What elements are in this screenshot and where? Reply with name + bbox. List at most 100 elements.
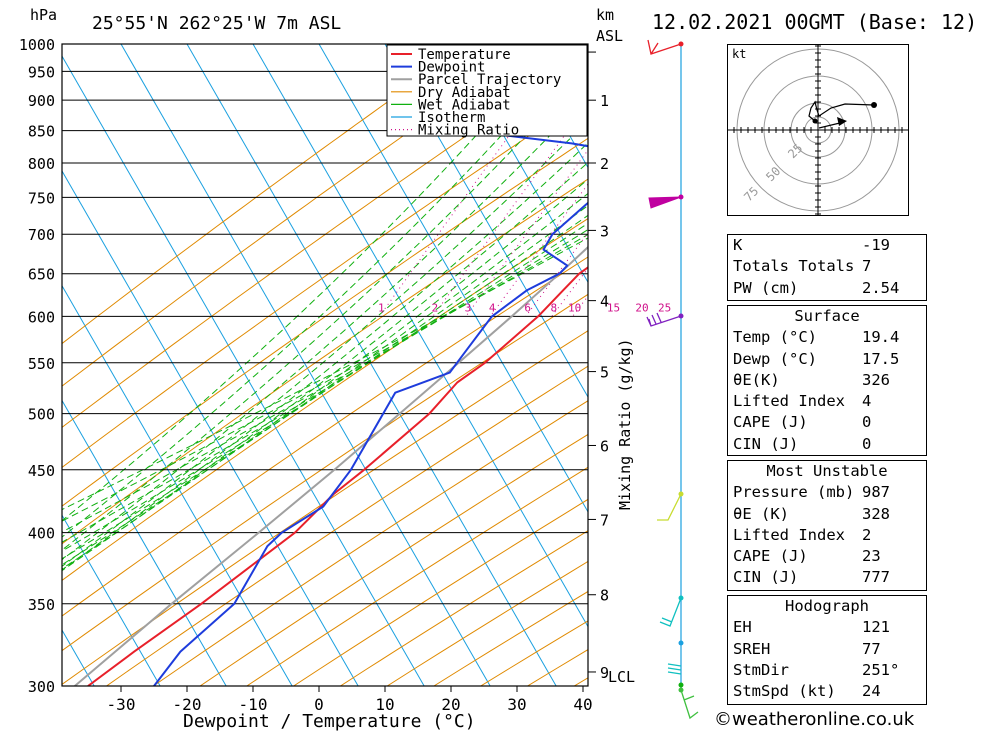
storm-motion-arrowhead bbox=[837, 117, 847, 126]
mu-cin-value: 777 bbox=[862, 568, 890, 587]
wet-adiabat-line bbox=[62, 94, 588, 561]
mixing-ratio-label: 3 bbox=[465, 301, 472, 314]
wet-adiabat-line bbox=[62, 178, 588, 570]
mixing-ratio-label: 10 bbox=[568, 301, 581, 314]
most-unstable-panel: Most Unstable Pressure (mb) 987 θE (K) 328… bbox=[727, 460, 927, 591]
mu-theta-value: 328 bbox=[862, 504, 890, 523]
sreh-value: 77 bbox=[862, 639, 881, 658]
stmspd-label: StmSpd (kt) bbox=[733, 682, 836, 701]
km-tick-label: 4 bbox=[600, 293, 609, 311]
surface-dewp-label: Dewp (°C) bbox=[733, 349, 817, 368]
surface-title: Surface bbox=[794, 307, 860, 325]
dry-adiabat-line bbox=[62, 330, 588, 685]
dry-adiabat-line bbox=[479, 620, 588, 686]
wind-barb-icon bbox=[659, 597, 682, 627]
isotherm-line bbox=[384, 44, 588, 399]
pressure-tick-label: 300 bbox=[28, 678, 55, 696]
eh-label: EH bbox=[733, 618, 752, 637]
mixing-ratio-label: 8 bbox=[551, 301, 558, 314]
hodograph-unit-label: kt bbox=[732, 47, 746, 61]
legend-entry: Parcel Trajectory bbox=[418, 72, 561, 88]
isotherm-line bbox=[62, 55, 425, 686]
mixing-ratio-label: 25 bbox=[658, 301, 671, 314]
wet-adiabat-line bbox=[62, 222, 588, 543]
pressure-tick-label: 750 bbox=[28, 189, 55, 207]
isotherm-line bbox=[252, 44, 588, 628]
dewpoint-line bbox=[153, 111, 588, 686]
mu-pressure-label: Pressure (mb) bbox=[733, 483, 855, 502]
surface-theta-label: θE(K) bbox=[733, 370, 780, 389]
pressure-tick-label: 900 bbox=[28, 92, 55, 110]
dry-adiabat-line bbox=[152, 400, 588, 686]
hodograph: kt 25 50 75 bbox=[727, 44, 909, 216]
isotherm-line bbox=[516, 44, 588, 169]
surface-dewp-value: 17.5 bbox=[862, 349, 900, 368]
wind-barb-icon bbox=[657, 493, 682, 521]
isotherm-line bbox=[0, 44, 28, 686]
most-unstable-title: Most Unstable bbox=[766, 462, 888, 480]
wet-adiabat-line bbox=[62, 142, 588, 571]
surface-li-label: Lifted Index bbox=[733, 392, 845, 411]
copyright-footer[interactable]: ©weatheronline.co.uk bbox=[714, 709, 915, 730]
stmdir-value: 251° bbox=[862, 660, 900, 679]
mixing-ratio-line bbox=[663, 44, 720, 316]
totals-totals-row: Totals Totals 7 bbox=[728, 256, 926, 277]
km-unit-label: km bbox=[596, 6, 614, 24]
x-axis-title: Dewpoint / Temperature (°C) bbox=[183, 711, 476, 732]
km-tick-label: 8 bbox=[600, 587, 609, 605]
surface-theta-value: 326 bbox=[862, 370, 890, 389]
wind-level-dot bbox=[678, 682, 684, 688]
mixing-ratio-label: 6 bbox=[524, 301, 531, 314]
mu-cape-row: CAPE (J) 23 bbox=[728, 546, 926, 567]
dry-adiabat-line bbox=[105, 365, 588, 686]
legend-entry: Isotherm bbox=[418, 110, 485, 126]
isotherm-line bbox=[186, 44, 557, 686]
x-tick-label: -20 bbox=[173, 695, 202, 714]
dry-adiabat-line bbox=[292, 498, 588, 686]
pw-label: PW (cm) bbox=[733, 278, 799, 297]
dry-adiabat-line bbox=[62, 52, 588, 428]
temperature-line bbox=[87, 266, 588, 686]
isotherm-line bbox=[62, 284, 293, 686]
pressure-tick-label: 450 bbox=[28, 462, 55, 480]
stmdir-label: StmDir bbox=[733, 660, 789, 679]
pressure-tick-label: 950 bbox=[28, 63, 55, 81]
mu-pressure-value: 987 bbox=[862, 483, 890, 502]
legend-box bbox=[386, 44, 588, 137]
sreh-label: SREH bbox=[733, 639, 771, 658]
pressure-tick-label: 400 bbox=[28, 525, 55, 543]
surface-cape-value: 0 bbox=[862, 413, 872, 432]
surface-panel: Surface Temp (°C) 19.4 Dewp (°C) 17.5 θE(K… bbox=[727, 305, 927, 456]
mixing-ratio-label: 20 bbox=[635, 301, 648, 314]
mu-cin-label: CIN (J) bbox=[733, 568, 799, 587]
surface-cin-label: CIN (J) bbox=[733, 434, 799, 453]
x-tick-label: 30 bbox=[507, 695, 526, 714]
mixing-ratio-label: 4 bbox=[489, 301, 496, 314]
km-tick-label: 9 bbox=[600, 664, 609, 682]
surface-li-row: Lifted Index 4 bbox=[728, 391, 926, 412]
pw-row: PW (cm) 2.54 bbox=[728, 278, 926, 299]
totals-totals-value: 7 bbox=[862, 257, 872, 276]
mixing-ratio-label: 1 bbox=[378, 301, 385, 314]
surface-cape-row: CAPE (J) 0 bbox=[728, 412, 926, 433]
wind-level-dot bbox=[678, 640, 684, 646]
dry-adiabat-line bbox=[62, 218, 588, 581]
mu-cape-value: 23 bbox=[862, 547, 881, 566]
stmdir-row: StmDir 251° bbox=[728, 660, 926, 681]
pressure-tick-label: 600 bbox=[28, 308, 55, 326]
legend-entry: Mixing Ratio bbox=[418, 123, 519, 139]
wind-barb-icon bbox=[646, 312, 682, 327]
mu-theta-row: θE (K) 328 bbox=[728, 504, 926, 525]
mixing-ratio-line bbox=[640, 44, 720, 316]
dry-adiabat-line bbox=[62, 256, 588, 617]
legend-entry: Temperature bbox=[418, 47, 511, 63]
eh-value: 121 bbox=[862, 618, 890, 637]
isotherm-line bbox=[62, 399, 227, 686]
pw-value: 2.54 bbox=[862, 278, 900, 297]
dry-adiabat-line bbox=[62, 178, 588, 545]
hodograph-end-point bbox=[871, 102, 877, 108]
pressure-tick-label: 500 bbox=[28, 406, 55, 424]
surface-temp-label: Temp (°C) bbox=[733, 328, 817, 347]
k-index-value: -19 bbox=[862, 236, 890, 254]
